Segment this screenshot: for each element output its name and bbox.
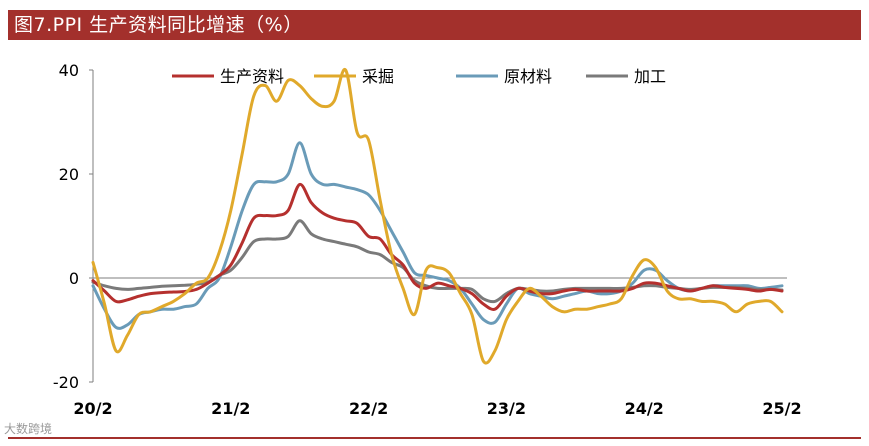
axes: 40 20 0 -20 20/2 21/2 22/2 23/2 24/2 25/2 <box>53 61 802 418</box>
bottom-rule <box>8 437 861 439</box>
chart-title: 图7.PPI 生产资料同比增速（%） <box>14 14 303 36</box>
y-tick-label: 20 <box>59 165 79 184</box>
legend-label: 生产资料 <box>220 67 284 86</box>
legend-label: 采掘 <box>362 67 394 86</box>
x-tick-label: 20/2 <box>73 399 112 418</box>
y-tick-label: 0 <box>69 269 79 288</box>
source-mark: 大数跨境 <box>4 422 53 436</box>
y-tick-label: 40 <box>59 61 79 80</box>
legend: 生产资料 采掘 原材料 加工 <box>172 67 666 86</box>
y-tick-label: -20 <box>53 373 79 392</box>
series-line-原材料 <box>91 141 784 330</box>
series-line-采掘 <box>91 68 784 365</box>
x-tick-label: 22/2 <box>349 399 388 418</box>
chart-title-bar: 图7.PPI 生产资料同比增速（%） <box>8 10 861 40</box>
legend-label: 原材料 <box>504 67 552 86</box>
series-line-生产资料 <box>91 182 784 311</box>
x-tick-label: 23/2 <box>487 399 526 418</box>
legend-label: 加工 <box>634 67 666 86</box>
series-lines <box>91 68 784 365</box>
x-tick-label: 25/2 <box>762 399 801 418</box>
x-tick-label: 24/2 <box>625 399 664 418</box>
x-tick-label: 21/2 <box>211 399 250 418</box>
